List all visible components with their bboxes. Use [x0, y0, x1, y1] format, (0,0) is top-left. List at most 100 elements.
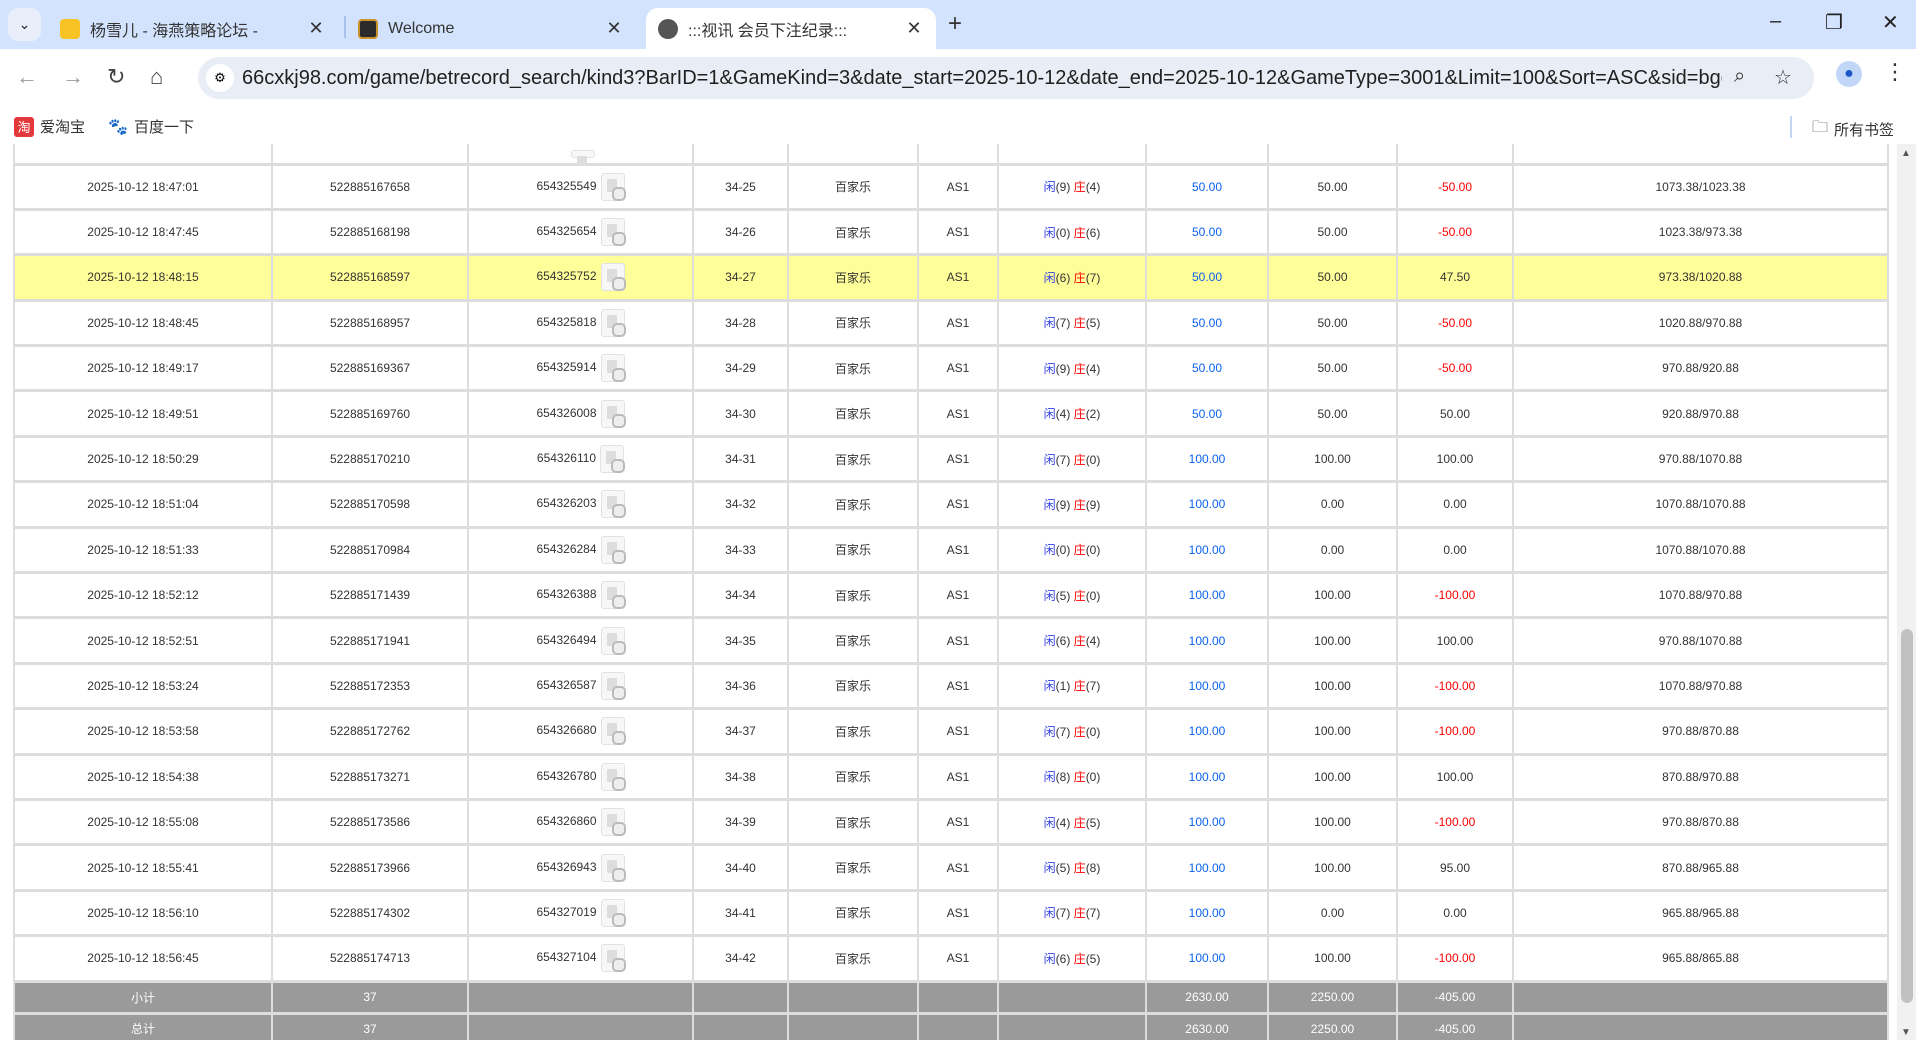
url-text[interactable]: 66cxkj98.com/game/betrecord_search/kind3…	[242, 67, 1722, 89]
bet-id: 522885170598	[271, 480, 469, 528]
game-type: 百家乐	[787, 797, 919, 845]
video-replay-icon[interactable]	[600, 445, 626, 474]
table-row: 2025-10-12 18:51:04 522885170598 6543262…	[13, 480, 1889, 528]
zoom-icon[interactable]: ⌕	[1734, 65, 1746, 87]
bookmark-baidu[interactable]: 🐾 百度一下	[108, 116, 194, 137]
site-info-icon[interactable]: ⚙	[206, 64, 234, 92]
video-replay-icon[interactable]	[600, 898, 626, 927]
game-id: 654325752	[536, 269, 597, 284]
video-replay-icon[interactable]	[600, 762, 626, 791]
vertical-scrollbar[interactable]: ▲ ▼	[1897, 144, 1916, 1040]
bookmark-star-icon[interactable]: ☆	[1774, 67, 1792, 89]
table-row: 2025-10-12 18:52:51 522885171941 6543264…	[13, 616, 1889, 664]
player-points: (9)	[1055, 361, 1071, 376]
menu-icon[interactable]: ⋮	[1884, 59, 1906, 84]
round: 34-36	[692, 661, 789, 709]
video-replay-icon[interactable]	[600, 717, 626, 746]
scroll-down-arrow[interactable]: ▼	[1901, 1027, 1911, 1038]
video-replay-icon[interactable]	[570, 150, 595, 164]
balance: 1070.88/1070.88	[1512, 480, 1889, 528]
player-label: 闲	[1043, 361, 1056, 376]
bet-amount: 100.00	[1145, 480, 1269, 528]
video-replay-icon[interactable]	[600, 172, 626, 201]
bookmark-taobao[interactable]: 淘 爱淘宝	[14, 116, 85, 137]
balance: 970.88/870.88	[1512, 797, 1889, 845]
game-id-cell: 654325549	[467, 162, 694, 210]
restore-button[interactable]: ❐	[1825, 12, 1843, 34]
bet-id: 522885174713	[271, 934, 469, 982]
bet-id: 522885173586	[271, 797, 469, 845]
close-window-button[interactable]: ✕	[1882, 12, 1899, 34]
bet-amount: 100.00	[1145, 707, 1269, 755]
player-points: (7)	[1055, 316, 1071, 331]
close-tab-icon[interactable]: ✕	[606, 18, 622, 38]
scroll-up-arrow[interactable]: ▲	[1901, 148, 1911, 159]
banker-label: 庄	[1073, 815, 1086, 830]
table-row: 2025-10-12 18:50:29 522885170210 6543261…	[13, 434, 1889, 482]
banker-points: (0)	[1085, 543, 1101, 558]
tab-welcome[interactable]: Welcome ✕	[346, 8, 636, 49]
close-tab-icon[interactable]: ✕	[308, 18, 324, 38]
banker-points: (8)	[1085, 861, 1101, 876]
back-button[interactable]: ←	[16, 64, 38, 89]
bet-amount: 100.00	[1145, 661, 1269, 709]
video-replay-icon[interactable]	[600, 308, 626, 337]
player-label: 闲	[1043, 497, 1056, 512]
game-id: 654325549	[536, 178, 597, 193]
bet-time: 2025-10-12 18:53:24	[13, 661, 273, 709]
summary-count: 37	[271, 979, 469, 1014]
valid-bet: 100.00	[1267, 797, 1398, 845]
banker-points: (9)	[1085, 497, 1101, 512]
round: 34-42	[692, 934, 789, 982]
tab-divider	[344, 16, 346, 38]
summary-valid: 2250.00	[1267, 979, 1398, 1014]
game-type: 百家乐	[787, 480, 919, 528]
balance: 970.88/920.88	[1512, 344, 1889, 391]
video-replay-icon[interactable]	[600, 399, 626, 428]
video-replay-icon[interactable]	[600, 853, 626, 882]
video-replay-icon[interactable]	[600, 581, 626, 610]
video-replay-icon[interactable]	[600, 218, 626, 247]
result-cell: 闲(6) 庄(5)	[997, 934, 1147, 982]
video-replay-icon[interactable]	[600, 808, 626, 837]
game-type: 百家乐	[787, 344, 919, 391]
video-replay-icon[interactable]	[600, 354, 626, 383]
all-bookmarks-button[interactable]: 🗀 所有书签	[1812, 116, 1894, 143]
address-bar[interactable]: ⚙ 66cxkj98.com/game/betrecord_search/kin…	[198, 57, 1814, 99]
table-row: 2025-10-12 18:49:51 522885169760 6543260…	[13, 389, 1889, 437]
win-loss: 95.00	[1396, 843, 1514, 891]
video-replay-icon[interactable]	[600, 944, 626, 973]
video-replay-icon[interactable]	[600, 626, 626, 655]
table-row-partial	[13, 144, 1889, 164]
round: 34-41	[692, 888, 789, 936]
game-type: 百家乐	[787, 525, 919, 573]
forward-button[interactable]: →	[62, 64, 84, 89]
tab-search-button[interactable]: ⌄	[8, 8, 41, 41]
video-replay-icon[interactable]	[600, 263, 626, 292]
scrollbar-thumb[interactable]	[1901, 629, 1913, 1003]
minimize-button[interactable]: –	[1770, 10, 1782, 32]
player-points: (4)	[1055, 407, 1071, 422]
reload-button[interactable]: ↻	[107, 64, 126, 89]
bet-time: 2025-10-12 18:49:51	[13, 389, 273, 437]
banker-label: 庄	[1073, 316, 1086, 331]
new-tab-button[interactable]: +	[948, 10, 963, 37]
video-replay-icon[interactable]	[600, 490, 626, 519]
bet-id: 522885168198	[271, 207, 469, 255]
empty-cell	[917, 979, 999, 1014]
profile-avatar[interactable]: ●	[1836, 61, 1862, 87]
bet-time: 2025-10-12 18:47:01	[13, 162, 273, 210]
video-replay-icon[interactable]	[600, 535, 626, 564]
game-id: 654326860	[536, 814, 597, 829]
table-code: AS1	[917, 616, 999, 664]
bet-time: 2025-10-12 18:52:12	[13, 571, 273, 618]
empty-cell	[787, 979, 919, 1014]
bet-amount: 100.00	[1145, 797, 1269, 845]
home-button[interactable]: ⌂	[150, 64, 164, 89]
video-replay-icon[interactable]	[600, 671, 626, 700]
tab-forum[interactable]: 杨雪儿 - 海燕策略论坛 - ✕	[48, 8, 338, 49]
game-id-cell: 654326494	[467, 616, 694, 664]
round: 34-39	[692, 797, 789, 845]
tab-bet-record[interactable]: :::视讯 会员下注纪录::: ✕	[646, 8, 936, 49]
close-tab-icon[interactable]: ✕	[906, 18, 922, 38]
